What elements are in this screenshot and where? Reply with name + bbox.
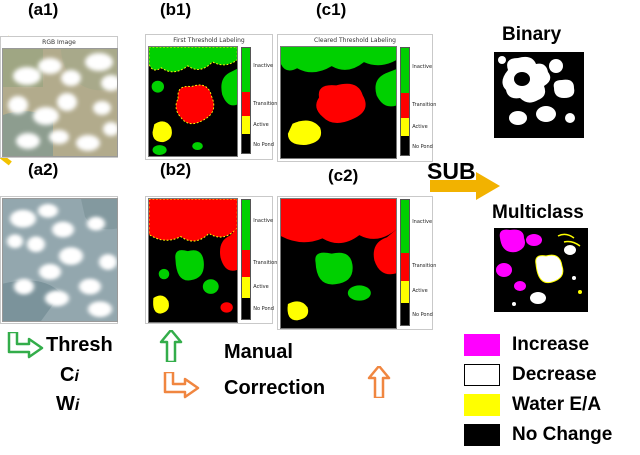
colorbar-seg-active (401, 117, 410, 136)
binary-title: Binary (502, 24, 562, 45)
panel-cleared-threshold-1: Cleared Threshold Labeling Inactive Tran… (277, 34, 436, 162)
colorbar-label: No Pond (253, 306, 274, 313)
colorbar-label: Inactive (253, 217, 274, 224)
legend-item-water: Water E/A (464, 394, 601, 416)
legend-label: Water E/A (512, 394, 602, 415)
colorbar-seg-inactive (242, 48, 251, 93)
colorbar-seg-transition (401, 252, 410, 282)
colorbar-label: Inactive (253, 63, 274, 70)
colorbar-label: Transition (412, 262, 437, 269)
thresh-bent-arrow-icon (7, 332, 44, 359)
colorbar: Inactive Transition Active No Pond (400, 46, 436, 157)
colorbar-label: Active (253, 284, 269, 291)
threshold-map-c1 (280, 46, 398, 159)
panel-title-first-threshold: First Threshold Labeling (173, 37, 245, 44)
colorbar-seg-active (242, 277, 251, 298)
panel-first-threshold-2: Inactive Transition Active No Pond (145, 196, 277, 324)
threshold-map-b2 (148, 198, 239, 323)
colorbar-seg-inactive (401, 48, 410, 93)
ci-letter: C (60, 364, 75, 386)
colorbar-seg-nopond (242, 134, 251, 153)
colorbar-label: No Pond (412, 311, 433, 318)
colorbar-label: No Pond (253, 141, 274, 148)
sub-label: SUB (427, 158, 476, 184)
legend-label: No Change (512, 424, 613, 445)
colorbar: Inactive Transition Active No Pond (400, 198, 436, 327)
satellite-image-2 (2, 198, 118, 322)
manual-label: Manual (224, 341, 293, 363)
legend-swatch-increase (464, 334, 500, 356)
subfig-label-c2: (c2) (328, 166, 359, 185)
colorbar-label: Transition (253, 259, 278, 266)
legend-item-nochange: No Change (464, 424, 612, 446)
panel-cleared-threshold-2: Inactive Transition Active No Pond (277, 196, 436, 330)
sub-arrow-icon (430, 172, 500, 200)
ci-subscript: i (74, 368, 79, 385)
colorbar: Inactive Transition Active No Pond (241, 46, 277, 155)
colorbar: Inactive Transition Active No Pond (241, 198, 277, 321)
subfig-label-a2: (a2) (28, 160, 59, 179)
colorbar-seg-active (401, 281, 410, 303)
panel-first-threshold-1: First Threshold Labeling Inactiv (145, 34, 277, 160)
subfig-label-a1: (a1) (28, 0, 59, 19)
wi-subscript: i (74, 397, 80, 414)
binary-output-image (494, 52, 584, 138)
colorbar-seg-nopond (401, 135, 410, 155)
colorbar-label: Active (412, 288, 428, 295)
legend-swatch-nochange (464, 424, 500, 446)
colorbar-label: Transition (412, 101, 437, 108)
subfig-label-b2: (b2) (160, 160, 192, 179)
threshold-map-c2 (280, 198, 398, 329)
colorbar-label: No Pond (412, 143, 433, 150)
panel-rgb-2 (0, 196, 118, 324)
wi-letter: W (56, 393, 75, 415)
ci-label: Ci (60, 364, 79, 387)
legend-swatch-decrease (464, 364, 500, 386)
colorbar-seg-nopond (242, 297, 251, 319)
correction-bent-arrow-icon (163, 372, 200, 399)
colorbar-label: Transition (253, 100, 278, 107)
legend-item-decrease: Decrease (464, 364, 597, 386)
colorbar-seg-transition (401, 92, 410, 118)
colorbar-label: Active (412, 123, 428, 130)
legend-item-increase: Increase (464, 334, 589, 356)
multiclass-output-image (494, 228, 588, 312)
up-arrow-green-icon (159, 330, 183, 362)
subfig-label-b1: (b1) (160, 0, 192, 19)
legend-swatch-water (464, 394, 500, 416)
colorbar-seg-inactive (242, 200, 251, 250)
colorbar-seg-transition (242, 92, 251, 117)
satellite-image-1 (2, 48, 118, 157)
colorbar-seg-transition (242, 249, 251, 278)
multiclass-title: Multiclass (492, 202, 584, 223)
colorbar-label: Inactive (412, 63, 433, 70)
panel-title-rgb: RGB Image (42, 39, 76, 46)
colorbar-seg-inactive (401, 200, 410, 253)
colorbar-seg-active (242, 116, 251, 135)
up-arrow-orange-icon (367, 366, 391, 398)
legend-label: Increase (512, 334, 590, 355)
colorbar-seg-nopond (401, 302, 410, 325)
legend-label: Decrease (512, 364, 597, 385)
colorbar-label: Inactive (412, 218, 433, 225)
panel-rgb-1: RGB Image (0, 36, 118, 158)
panel-title-cleared-threshold: Cleared Threshold Labeling (314, 37, 396, 44)
correction-label: Correction (224, 377, 326, 399)
subfig-label-c1: (c1) (316, 0, 347, 19)
thresh-label: Thresh (46, 334, 113, 356)
colorbar-label: Active (253, 122, 269, 129)
wi-label: Wi (56, 393, 79, 416)
threshold-map-b1 (148, 46, 239, 157)
